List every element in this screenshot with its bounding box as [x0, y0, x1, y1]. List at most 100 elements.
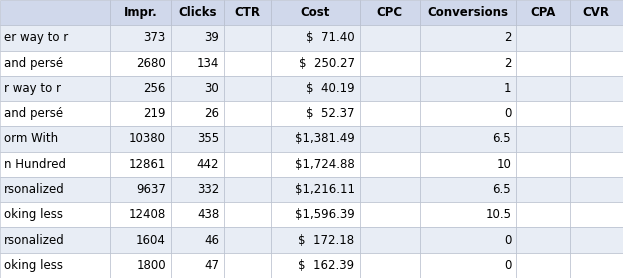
Bar [224, 152, 270, 177]
Bar [171, 227, 224, 253]
Bar [0, 202, 110, 227]
Bar [110, 76, 171, 101]
Bar [171, 25, 224, 51]
Bar [224, 202, 270, 227]
Text: 0: 0 [504, 234, 511, 247]
Bar [569, 227, 623, 253]
Bar [0, 253, 110, 278]
Bar [516, 253, 569, 278]
Text: 10.5: 10.5 [485, 208, 511, 221]
Bar [110, 202, 171, 227]
Text: $1,596.39: $1,596.39 [295, 208, 354, 221]
Text: $1,216.11: $1,216.11 [295, 183, 354, 196]
Bar [569, 202, 623, 227]
Text: 12861: 12861 [128, 158, 166, 171]
Bar [569, 101, 623, 126]
Bar [516, 177, 569, 202]
Text: n Hundred: n Hundred [4, 158, 66, 171]
Bar [420, 0, 516, 25]
Text: $1,381.49: $1,381.49 [295, 133, 354, 145]
Bar [359, 0, 420, 25]
Text: 10380: 10380 [129, 133, 166, 145]
Bar [0, 152, 110, 177]
Bar [224, 76, 270, 101]
Bar [224, 177, 270, 202]
Bar [110, 126, 171, 152]
Text: CVR: CVR [583, 6, 610, 19]
Bar [420, 227, 516, 253]
Text: $  250.27: $ 250.27 [298, 57, 354, 70]
Bar [171, 152, 224, 177]
Text: Impr.: Impr. [124, 6, 158, 19]
Text: 26: 26 [204, 107, 219, 120]
Bar [110, 177, 171, 202]
Bar [171, 51, 224, 76]
Bar [0, 101, 110, 126]
Text: 256: 256 [143, 82, 166, 95]
Bar [224, 126, 270, 152]
Bar [270, 126, 359, 152]
Bar [171, 126, 224, 152]
Bar [270, 227, 359, 253]
Text: oking less: oking less [4, 259, 63, 272]
Bar [359, 76, 420, 101]
Text: 39: 39 [204, 31, 219, 44]
Bar [420, 202, 516, 227]
Bar [420, 25, 516, 51]
Bar [569, 126, 623, 152]
Bar [110, 227, 171, 253]
Text: $  162.39: $ 162.39 [298, 259, 354, 272]
Bar [516, 101, 569, 126]
Text: $  71.40: $ 71.40 [306, 31, 354, 44]
Bar [420, 177, 516, 202]
Bar [270, 101, 359, 126]
Bar [224, 0, 270, 25]
Text: 0: 0 [504, 259, 511, 272]
Text: $1,724.88: $1,724.88 [295, 158, 354, 171]
Text: $  172.18: $ 172.18 [298, 234, 354, 247]
Text: 219: 219 [143, 107, 166, 120]
Text: 6.5: 6.5 [493, 183, 511, 196]
Text: $  40.19: $ 40.19 [306, 82, 354, 95]
Text: 0: 0 [504, 107, 511, 120]
Text: and persé: and persé [4, 107, 63, 120]
Bar [569, 177, 623, 202]
Bar [270, 152, 359, 177]
Bar [224, 253, 270, 278]
Bar [270, 177, 359, 202]
Text: rsonalized: rsonalized [4, 183, 65, 196]
Text: 10: 10 [497, 158, 511, 171]
Bar [569, 51, 623, 76]
Bar [270, 0, 359, 25]
Text: 134: 134 [197, 57, 219, 70]
Bar [0, 25, 110, 51]
Bar [420, 76, 516, 101]
Text: 6.5: 6.5 [493, 133, 511, 145]
Text: CTR: CTR [234, 6, 260, 19]
Bar [224, 101, 270, 126]
Bar [270, 253, 359, 278]
Bar [569, 253, 623, 278]
Bar [270, 25, 359, 51]
Bar [110, 101, 171, 126]
Bar [569, 0, 623, 25]
Bar [0, 0, 110, 25]
Text: 2680: 2680 [136, 57, 166, 70]
Bar [516, 126, 569, 152]
Bar [0, 227, 110, 253]
Bar [224, 25, 270, 51]
Bar [516, 25, 569, 51]
Text: 1604: 1604 [136, 234, 166, 247]
Bar [420, 253, 516, 278]
Bar [516, 202, 569, 227]
Bar [359, 177, 420, 202]
Bar [0, 76, 110, 101]
Text: 46: 46 [204, 234, 219, 247]
Text: 1: 1 [504, 82, 511, 95]
Text: CPA: CPA [530, 6, 556, 19]
Bar [569, 152, 623, 177]
Bar [359, 51, 420, 76]
Bar [516, 152, 569, 177]
Bar [359, 126, 420, 152]
Bar [420, 101, 516, 126]
